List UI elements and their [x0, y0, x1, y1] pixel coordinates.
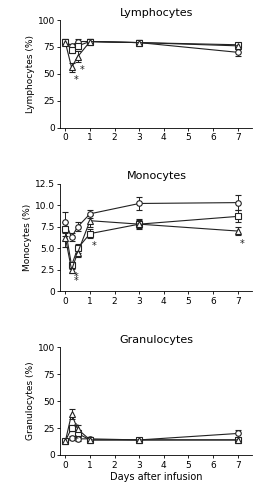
- Text: *: *: [74, 75, 78, 85]
- Y-axis label: Lymphocytes (%): Lymphocytes (%): [26, 35, 35, 113]
- Text: *: *: [80, 65, 84, 75]
- Y-axis label: Monocytes (%): Monocytes (%): [23, 204, 32, 271]
- Title: Granulocytes: Granulocytes: [119, 335, 194, 345]
- Title: Lymphocytes: Lymphocytes: [120, 8, 193, 18]
- Text: *: *: [240, 238, 244, 248]
- Title: Monocytes: Monocytes: [127, 172, 186, 181]
- Text: *: *: [74, 434, 78, 444]
- Text: *: *: [74, 422, 78, 432]
- Text: *: *: [74, 276, 78, 286]
- Text: *: *: [92, 241, 97, 251]
- X-axis label: Days after infusion: Days after infusion: [110, 472, 203, 482]
- Y-axis label: Granulocytes (%): Granulocytes (%): [26, 362, 35, 440]
- Text: *: *: [74, 272, 78, 282]
